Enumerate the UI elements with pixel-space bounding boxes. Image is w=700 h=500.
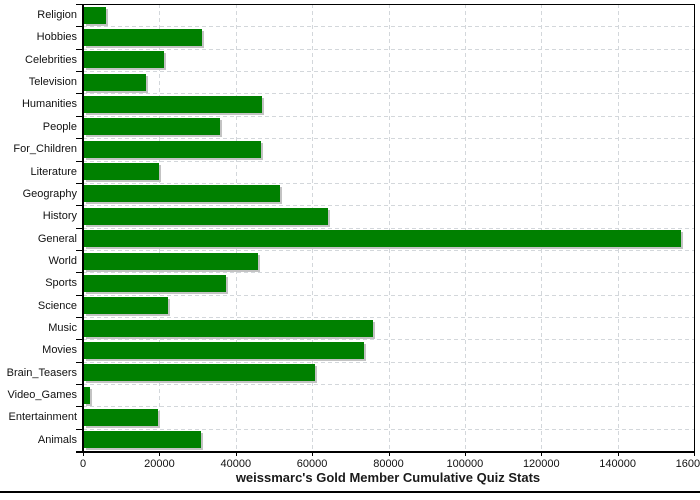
grid-line-v xyxy=(541,4,543,451)
x-axis-tick xyxy=(159,451,161,456)
bar-religion xyxy=(83,6,107,24)
y-axis-tick xyxy=(75,115,83,117)
x-axis-tick xyxy=(541,451,543,456)
category-label: General xyxy=(37,232,77,245)
category-label: Movies xyxy=(42,344,77,357)
plot-border-right xyxy=(694,4,695,451)
plot-border-top xyxy=(83,4,694,5)
bar-television xyxy=(83,73,146,91)
category-label: Entertainment xyxy=(8,411,77,424)
category-label: Celebrities xyxy=(25,53,77,66)
grid-line-v xyxy=(312,4,314,451)
y-axis-tick xyxy=(75,428,83,430)
category-label: Music xyxy=(48,321,77,334)
y-axis-tick xyxy=(75,249,83,251)
category-label: World xyxy=(48,254,77,267)
category-label: History xyxy=(42,210,77,223)
x-tick-label: 120000 xyxy=(522,458,560,470)
bar-literature xyxy=(83,163,159,181)
bar-people xyxy=(83,118,220,136)
category-label: Literature xyxy=(30,165,77,178)
x-axis-tick xyxy=(694,451,695,456)
y-axis-tick xyxy=(75,205,83,207)
grid-line-v xyxy=(388,4,390,451)
bar-entertainment xyxy=(83,408,158,426)
x-tick-label: 80000 xyxy=(373,458,404,470)
bar-music xyxy=(83,319,373,337)
bar-for_children xyxy=(83,140,262,158)
category-label: Religion xyxy=(37,9,77,21)
y-axis-tick xyxy=(75,93,83,95)
y-axis-tick xyxy=(75,182,83,184)
y-axis-tick xyxy=(75,138,83,140)
bar-video_games xyxy=(83,386,90,404)
y-axis-line xyxy=(82,4,84,452)
bar-celebrities xyxy=(83,51,165,69)
y-axis-tick xyxy=(75,384,83,385)
bar-general xyxy=(83,230,682,248)
x-tick-label: 60000 xyxy=(296,458,328,470)
category-label: Geography xyxy=(22,187,77,200)
category-label: People xyxy=(42,120,77,133)
grid-line-v xyxy=(464,4,466,451)
x-axis-tick xyxy=(83,451,84,456)
y-axis-tick xyxy=(75,406,83,408)
bar-movies xyxy=(83,341,364,359)
x-tick-label: 140000 xyxy=(599,458,636,470)
y-axis-tick xyxy=(75,160,83,162)
bar-brain_teasers xyxy=(83,364,315,382)
x-axis-tick xyxy=(617,451,619,456)
category-label: Sports xyxy=(45,277,77,290)
x-axis-tick xyxy=(235,451,237,456)
category-label: Television xyxy=(28,76,77,89)
x-axis-tick xyxy=(464,451,466,456)
grid-line-v xyxy=(235,4,237,451)
y-axis-tick xyxy=(75,361,83,363)
category-label: Humanities xyxy=(21,98,77,111)
y-axis-tick xyxy=(75,26,83,28)
bar-hobbies xyxy=(83,29,203,46)
bar-history xyxy=(83,207,328,225)
x-tick-label: 160000 xyxy=(675,458,700,470)
bar-science xyxy=(83,297,169,315)
category-label: For_Children xyxy=(13,143,77,156)
chart-title: weissmarc's Gold Member Cumulative Quiz … xyxy=(235,470,541,485)
category-label: Hobbies xyxy=(36,31,77,44)
bar-world xyxy=(83,252,258,270)
y-axis-tick xyxy=(75,316,83,318)
category-label: Video_Games xyxy=(7,389,77,401)
y-axis-tick xyxy=(75,227,83,229)
bar-sports xyxy=(83,274,227,292)
x-tick-label: 100000 xyxy=(446,458,484,470)
bar-humanities xyxy=(83,96,263,113)
bar-animals xyxy=(83,431,201,449)
category-label: Science xyxy=(37,299,77,312)
y-axis-tick xyxy=(75,339,83,341)
category-label: Brain_Teasers xyxy=(6,366,77,379)
bar-geography xyxy=(83,185,281,203)
category-label: Animals xyxy=(37,433,77,446)
grid-line-v xyxy=(617,4,619,451)
x-tick-label: 20000 xyxy=(144,458,175,470)
bottom-divider xyxy=(0,491,700,493)
y-axis-tick xyxy=(75,4,83,5)
grid-line-v xyxy=(159,4,161,451)
y-axis-tick xyxy=(75,71,83,73)
x-axis-tick xyxy=(388,451,390,456)
y-axis-tick xyxy=(75,294,83,296)
y-axis-tick xyxy=(75,272,83,274)
x-tick-label: 0 xyxy=(79,458,87,470)
x-axis-tick xyxy=(312,451,314,456)
y-axis-tick xyxy=(75,48,83,50)
x-axis-line xyxy=(76,451,695,453)
x-tick-label: 40000 xyxy=(220,458,252,470)
